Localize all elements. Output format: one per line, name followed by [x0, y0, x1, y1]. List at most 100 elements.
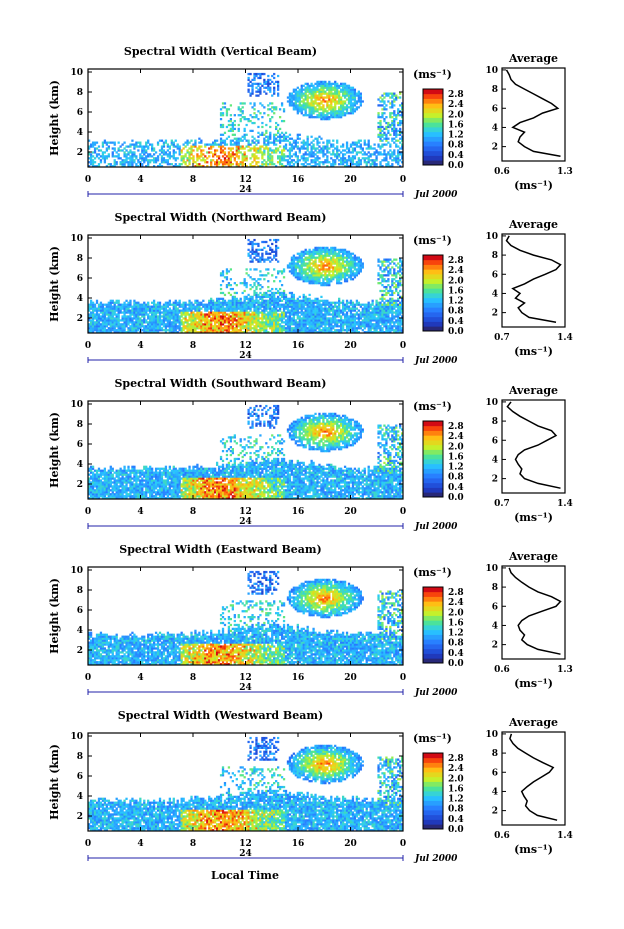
x-tick-label: 0: [400, 673, 406, 683]
date-label: Jul 2000: [413, 522, 458, 532]
colorbar-tick-label: 2.0: [448, 442, 464, 452]
colorbar-swatch: [423, 492, 443, 498]
y-axis-label: Height (km): [48, 412, 61, 488]
colorbar-tick-label: 0.0: [448, 161, 464, 171]
colorbar-swatch: [423, 634, 443, 640]
colorbar-tick-label: 2.8: [448, 422, 464, 432]
colorbar-swatch: [423, 255, 443, 261]
panel-4: Spectral Width (Eastward Beam) Height (km…: [48, 543, 573, 698]
y-tick-label: 10: [70, 68, 83, 78]
profile-x-tick-label: 0.6: [494, 665, 510, 675]
y-tick-label: 8: [77, 254, 83, 264]
colorbar-tick-label: 1.2: [448, 795, 464, 805]
colorbar-swatch: [423, 482, 443, 488]
x-tick-label: 20: [344, 175, 357, 185]
profile-y-tick-label: 4: [492, 455, 498, 465]
profile-y-tick-label: 8: [492, 583, 498, 593]
colorbar-swatch: [423, 103, 443, 109]
heatmap-cells: [88, 570, 404, 666]
x-tick-label: 4: [137, 673, 143, 683]
colorbar-swatch: [423, 98, 443, 104]
colorbar-tick-label: 0.8: [448, 307, 464, 317]
colorbar-swatch: [423, 644, 443, 650]
colorbar-swatch: [423, 587, 443, 593]
x-tick-label: 0: [400, 839, 406, 849]
x-tick-label: 0: [400, 507, 406, 517]
profile-x-label: (ms⁻¹): [514, 511, 553, 524]
bottom-x-axis-label: Local Time: [211, 869, 279, 882]
profile-y-tick-label: 4: [492, 289, 498, 299]
profile-title: Average: [508, 550, 558, 563]
date-label: Jul 2000: [413, 356, 458, 366]
x-tick-label: 4: [137, 175, 143, 185]
profile-title: Average: [508, 218, 558, 231]
y-tick-label: 2: [77, 812, 83, 822]
profile-y-tick-label: 6: [492, 768, 498, 778]
profile-line: [506, 401, 561, 489]
colorbar-tick-label: 2.4: [448, 100, 464, 110]
panel-title: Spectral Width (Southward Beam): [114, 377, 326, 390]
colorbar-tick-label: 1.6: [448, 286, 464, 296]
profile-x-tick-label: 0.7: [494, 333, 510, 343]
profile-frame: [501, 731, 566, 826]
y-tick-label: 6: [77, 440, 83, 450]
day-label: 24: [239, 517, 252, 527]
profile-y-tick-label: 2: [492, 475, 498, 485]
colorbar-frame: [422, 586, 444, 664]
colorbar-swatch: [423, 112, 443, 118]
x-tick-label: 8: [190, 507, 196, 517]
profile-y-tick-label: 2: [492, 309, 498, 319]
colorbar-swatch: [423, 93, 443, 99]
panel-1: Spectral Width (Vertical Beam) Height (km…: [48, 45, 573, 200]
profile-y-tick-label: 10: [485, 66, 498, 76]
colorbar-tick-label: 0.4: [448, 815, 464, 825]
colorbar-tick-label: 0.0: [448, 825, 464, 835]
colorbar-swatch: [423, 629, 443, 635]
x-tick-label: 0: [85, 673, 91, 683]
colorbar-swatch: [423, 791, 443, 797]
profile-x-label: (ms⁻¹): [514, 677, 553, 690]
colorbar-tick-label: 1.6: [448, 784, 464, 794]
panel-title: Spectral Width (Westward Beam): [118, 709, 323, 722]
y-tick-label: 2: [77, 480, 83, 490]
x-tick-label: 0: [85, 341, 91, 351]
panel-3: Spectral Width (Southward Beam) Height (k…: [48, 377, 573, 532]
colorbar-swatch: [423, 108, 443, 114]
profile-y-tick-label: 6: [492, 270, 498, 280]
colorbar-tick-label: 2.8: [448, 256, 464, 266]
profile-x-tick-label: 1.3: [557, 167, 573, 177]
panel-2: Spectral Width (Northward Beam) Height (k…: [48, 211, 573, 366]
profile-y-tick-label: 4: [492, 787, 498, 797]
colorbar-swatch: [423, 786, 443, 792]
x-tick-label: 8: [190, 341, 196, 351]
profile-y-tick-label: 10: [485, 564, 498, 574]
colorbar-tick-label: 0.4: [448, 649, 464, 659]
colorbar-tick-label: 0.8: [448, 141, 464, 151]
y-tick-label: 6: [77, 606, 83, 616]
colorbar-swatch: [423, 264, 443, 270]
colorbar-swatch: [423, 89, 443, 95]
colorbar-swatch: [423, 819, 443, 825]
x-tick-label: 0: [400, 341, 406, 351]
colorbar-frame: [422, 254, 444, 332]
colorbar-tick-label: 0.8: [448, 473, 464, 483]
colorbar-swatch: [423, 753, 443, 759]
profile-x-tick-label: 1.4: [557, 831, 573, 841]
colorbar-swatch: [423, 473, 443, 479]
colorbar-swatch: [423, 297, 443, 303]
profile-frame: [501, 399, 566, 494]
y-tick-label: 6: [77, 274, 83, 284]
profile-y-tick-label: 6: [492, 436, 498, 446]
colorbar-swatch: [423, 425, 443, 431]
profile-y-tick-label: 6: [492, 104, 498, 114]
profile-frame: [501, 233, 566, 328]
colorbar-frame: [422, 420, 444, 498]
y-axis-label: Height (km): [48, 578, 61, 654]
colorbar-tick-label: 2.8: [448, 588, 464, 598]
profile-y-tick-label: 10: [485, 232, 498, 242]
colorbar-swatch: [423, 146, 443, 152]
colorbar-swatch: [423, 620, 443, 626]
colorbar-swatch: [423, 288, 443, 294]
x-tick-label: 20: [344, 839, 357, 849]
x-tick-label: 8: [190, 839, 196, 849]
